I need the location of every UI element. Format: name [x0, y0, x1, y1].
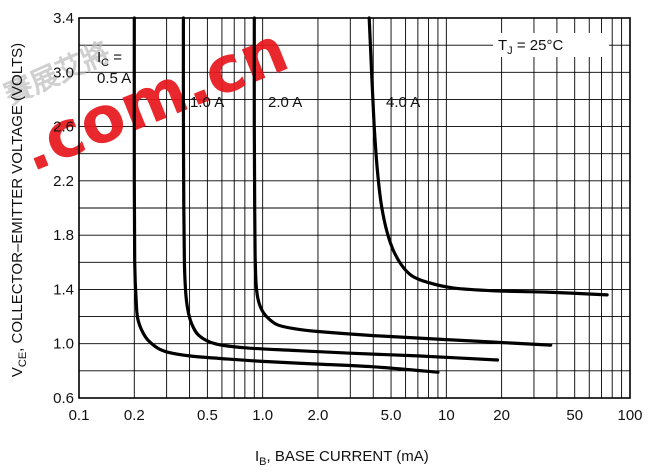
x-tick-label: 0.1 — [69, 407, 90, 424]
x-axis-label: IB, BASE CURRENT (mA) — [255, 448, 429, 468]
x-tick-label: 0.2 — [124, 407, 145, 424]
x-tick-label: 2.0 — [308, 407, 329, 424]
x-axis-label-rest: , BASE CURRENT (mA) — [267, 448, 429, 465]
series-label-0-sub: C — [101, 57, 109, 69]
plot-frame — [78, 17, 631, 399]
y-tick-label: 1.0 — [53, 336, 74, 353]
y-tick-label: 1.4 — [53, 281, 74, 298]
series-line-3 — [367, 16, 609, 297]
annotation-sub: J — [507, 45, 513, 57]
x-tick-label: 10 — [438, 407, 455, 424]
curves — [132, 16, 609, 374]
y-axis-label-main: V — [9, 367, 26, 377]
y-axis-label-sub: CE — [17, 352, 29, 367]
series-line-1 — [181, 16, 500, 362]
x-axis-label-sub: B — [259, 456, 266, 468]
y-axis-label-rest: , COLLECTOR–EMITTER VOLTAGE (VOLTS) — [9, 43, 26, 352]
annotation-main: T — [498, 37, 507, 54]
y-axis-label: VCE, COLLECTOR–EMITTER VOLTAGE (VOLTS) — [9, 43, 29, 377]
x-tick-labels: 0.1 0.2 0.5 1.0 2.0 5.0 10 20 50 100 — [69, 407, 643, 424]
y-tick-label: 0.6 — [53, 390, 74, 407]
series-label-1: 1.0 A — [190, 94, 224, 111]
series-labels: IC =0.5 A1.0 A 2.0 A 4.0 A — [97, 49, 420, 111]
y-tick-labels: 0.6 1.0 1.4 1.8 2.2 2.6 3.0 3.4 — [53, 10, 74, 407]
series-label-0-rest: = — [109, 49, 122, 66]
series-label-0-main: I — [97, 49, 101, 66]
annotation-rest: = 25°C — [513, 37, 564, 54]
x-tick-label: 1.0 — [252, 407, 273, 424]
series-label-0-line2: 0.5 A — [97, 70, 131, 87]
y-tick-label: 2.2 — [53, 173, 74, 190]
temperature-annotation-text: TJ = 25°C — [498, 37, 563, 57]
temperature-annotation: TJ = 25°C — [493, 33, 609, 57]
x-tick-label: 50 — [566, 407, 583, 424]
series-line-0 — [132, 16, 440, 374]
y-tick-label: 2.6 — [53, 119, 74, 136]
y-tick-label: 1.8 — [53, 227, 74, 244]
series-label-2: 2.0 A — [268, 94, 302, 111]
series-label-3: 4.0 A — [386, 94, 420, 111]
series-label-0: IC = — [97, 49, 122, 69]
y-tick-label: 3.0 — [53, 64, 74, 81]
x-tick-label: 0.5 — [197, 407, 218, 424]
series-line-2 — [252, 16, 553, 347]
x-axis-label-main: I — [255, 448, 259, 465]
x-tick-label: 20 — [493, 407, 510, 424]
y-tick-label: 3.4 — [53, 10, 74, 27]
x-tick-label: 5.0 — [381, 407, 402, 424]
x-tick-label: 100 — [617, 407, 642, 424]
